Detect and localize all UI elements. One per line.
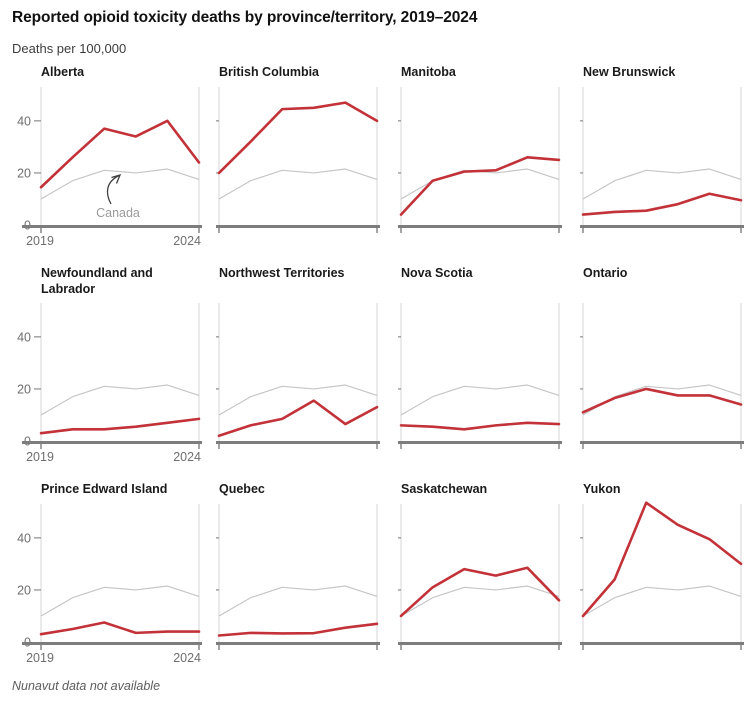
canada-line (582, 384, 742, 416)
canada-line (40, 384, 200, 416)
small-multiples-grid: Alberta 0204020192024Canada British Colu… (12, 65, 744, 670)
y-tick-label: 20 (17, 382, 31, 396)
panel-alberta: Alberta 0204020192024Canada (12, 65, 202, 253)
canada-line (218, 384, 378, 416)
x-tick-label-end: 2024 (173, 651, 201, 665)
y-tick-label: 20 (17, 166, 31, 180)
page-title: Reported opioid toxicity deaths by provi… (12, 9, 478, 26)
canada-line (40, 168, 200, 200)
panel-quebec: Quebec (216, 482, 384, 670)
province-line (217, 622, 379, 637)
province-line (217, 101, 379, 175)
y-tick-label: 40 (17, 330, 31, 344)
line-chart-prince-edward-island: 0204020192024 (17, 504, 202, 665)
panel-saskatchewan: Saskatchewan (398, 482, 566, 670)
panel-title-newfoundland-and-labrador: Newfoundland and Labrador (41, 266, 153, 296)
panel-title-saskatchewan: Saskatchewan (401, 482, 488, 496)
line-chart-alberta: 0204020192024Canada (17, 87, 202, 248)
x-tick-label-start: 2019 (26, 450, 54, 464)
panel-title-new-brunswick: New Brunswick (583, 65, 676, 79)
axis-units-label: Deaths per 100,000 (12, 41, 127, 56)
province-line (581, 387, 743, 414)
panel-title-quebec: Quebec (219, 482, 265, 496)
line-chart-nova-scotia (398, 303, 562, 449)
annotation-arrowhead (111, 173, 122, 184)
panel-title-northwest-territories: Northwest Territories (219, 266, 345, 280)
y-tick-label: 20 (17, 583, 31, 597)
province-line (399, 421, 561, 431)
province-line (39, 417, 201, 435)
canada-line (400, 168, 560, 200)
footnote: Nunavut data not available (12, 679, 161, 693)
canada-line (400, 384, 560, 416)
x-tick-label-end: 2024 (173, 234, 201, 248)
line-chart-northwest-territories (216, 303, 380, 449)
x-tick-label-start: 2019 (26, 651, 54, 665)
province-line (39, 119, 201, 189)
annotation-label: Canada (96, 206, 140, 220)
panel-title-nova-scotia: Nova Scotia (401, 266, 473, 280)
panel-manitoba: Manitoba (398, 65, 566, 253)
panel-new-brunswick: New Brunswick (580, 65, 748, 253)
panel-title-prince-edward-island: Prince Edward Island (41, 482, 168, 496)
panel-title-alberta: Alberta (41, 65, 85, 79)
panel-newfoundland-and-labrador: Newfoundland and Labrador 0204020192024 (12, 266, 202, 469)
canada-line (40, 585, 200, 617)
panel-prince-edward-island: Prince Edward Island 0204020192024 (12, 482, 202, 670)
line-chart-new-brunswick (580, 87, 744, 233)
province-line (39, 621, 201, 636)
x-tick-label-start: 2019 (26, 234, 54, 248)
panel-title-ontario: Ontario (583, 266, 628, 280)
panel-nova-scotia: Nova Scotia (398, 266, 566, 469)
province-line (581, 192, 743, 216)
line-chart-manitoba (398, 87, 562, 233)
panel-british-columbia: British Columbia (216, 65, 384, 253)
panel-title-yukon: Yukon (583, 482, 621, 496)
line-chart-ontario (580, 303, 744, 449)
panel-title-british-columbia: British Columbia (219, 65, 320, 79)
panel-northwest-territories: Northwest Territories (216, 266, 384, 469)
panel-ontario: Ontario (580, 266, 748, 469)
panel-title-manitoba: Manitoba (401, 65, 456, 79)
y-tick-label: 40 (17, 114, 31, 128)
line-chart-yukon (580, 501, 744, 650)
province-line (581, 501, 743, 618)
line-chart-british-columbia (216, 87, 380, 233)
annotation-arrow (106, 174, 120, 205)
canada-line (218, 585, 378, 617)
panel-yukon: Yukon (580, 482, 748, 670)
canada-line (582, 585, 742, 617)
x-tick-label-end: 2024 (173, 450, 201, 464)
canada-line (582, 168, 742, 200)
line-chart-saskatchewan (398, 504, 562, 650)
line-chart-quebec (216, 504, 380, 650)
canada-line (400, 585, 560, 617)
province-line (399, 156, 561, 216)
line-chart-newfoundland-and-labrador: 0204020192024 (17, 303, 202, 464)
y-tick-label: 40 (17, 531, 31, 545)
province-line (399, 566, 561, 618)
canada-line (218, 168, 378, 200)
province-line (217, 399, 379, 438)
